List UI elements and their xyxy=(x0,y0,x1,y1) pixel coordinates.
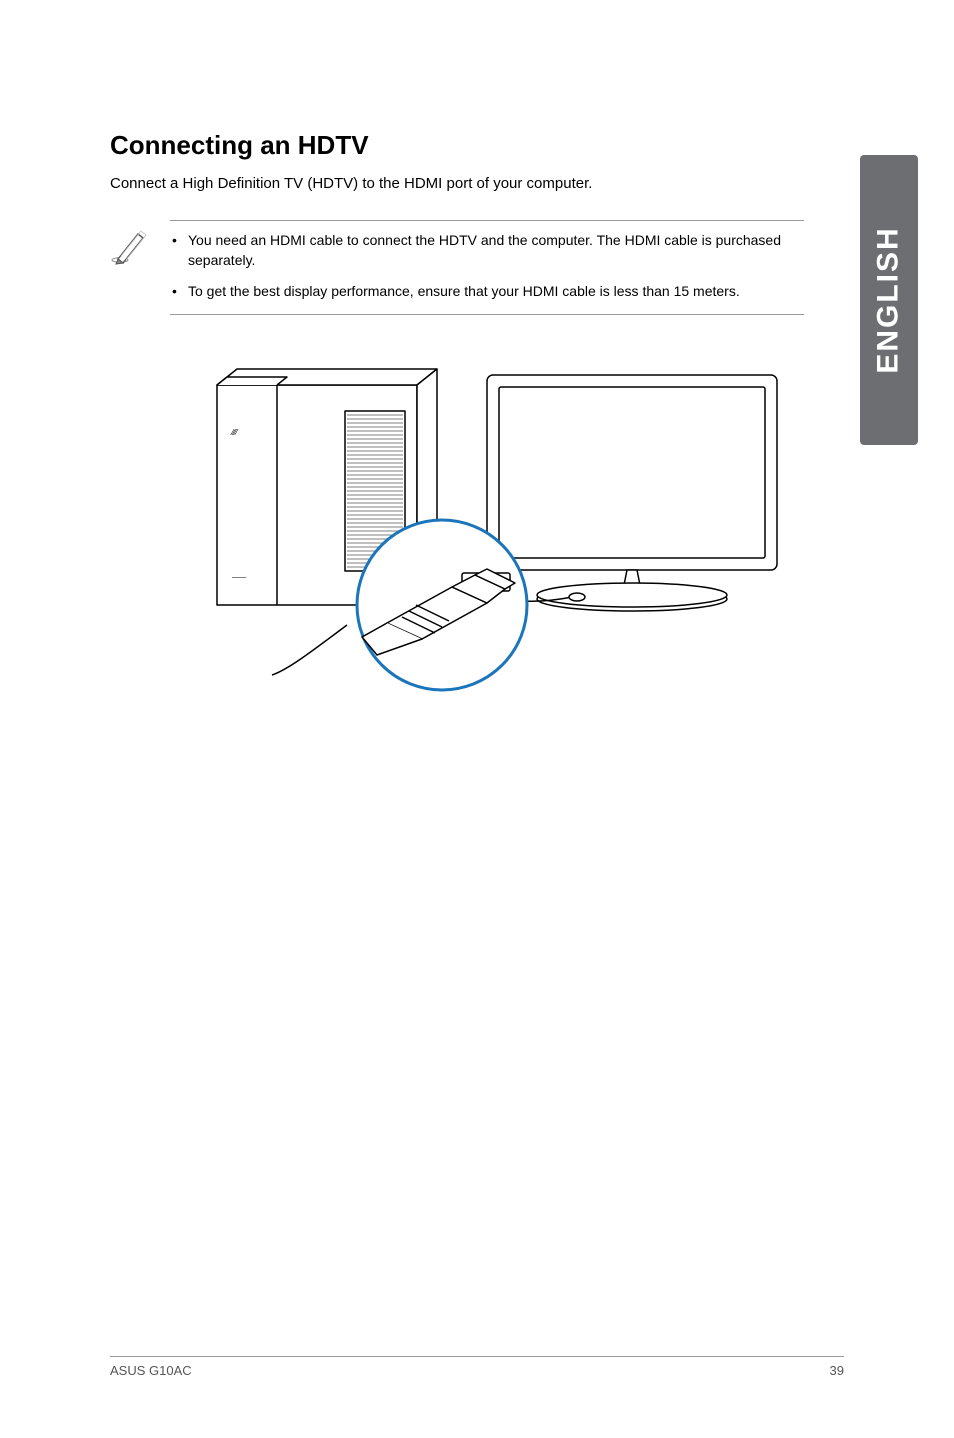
list-item: You need an HDMI cable to connect the HD… xyxy=(170,231,804,270)
page-footer: ASUS G10AC 39 xyxy=(110,1356,844,1378)
svg-text:——: —— xyxy=(231,574,247,581)
footer-product: ASUS G10AC xyxy=(110,1363,192,1378)
section-intro: Connect a High Definition TV (HDTV) to t… xyxy=(110,175,844,192)
language-tab-label: ENGLISH xyxy=(872,226,906,373)
note-block: You need an HDMI cable to connect the HD… xyxy=(170,220,844,315)
note-top-rule xyxy=(170,220,804,221)
list-item: To get the best display performance, ens… xyxy=(170,282,804,302)
pen-note-icon xyxy=(110,226,150,266)
note-bottom-rule xyxy=(170,314,804,315)
footer-page-number: 39 xyxy=(830,1363,844,1378)
section-title: Connecting an HDTV xyxy=(110,130,844,161)
note-list: You need an HDMI cable to connect the HD… xyxy=(170,231,804,302)
connection-diagram: ⁄⁄⁄⁄ —— xyxy=(110,355,844,700)
footer-rule xyxy=(110,1356,844,1357)
language-tab: ENGLISH xyxy=(860,155,918,445)
